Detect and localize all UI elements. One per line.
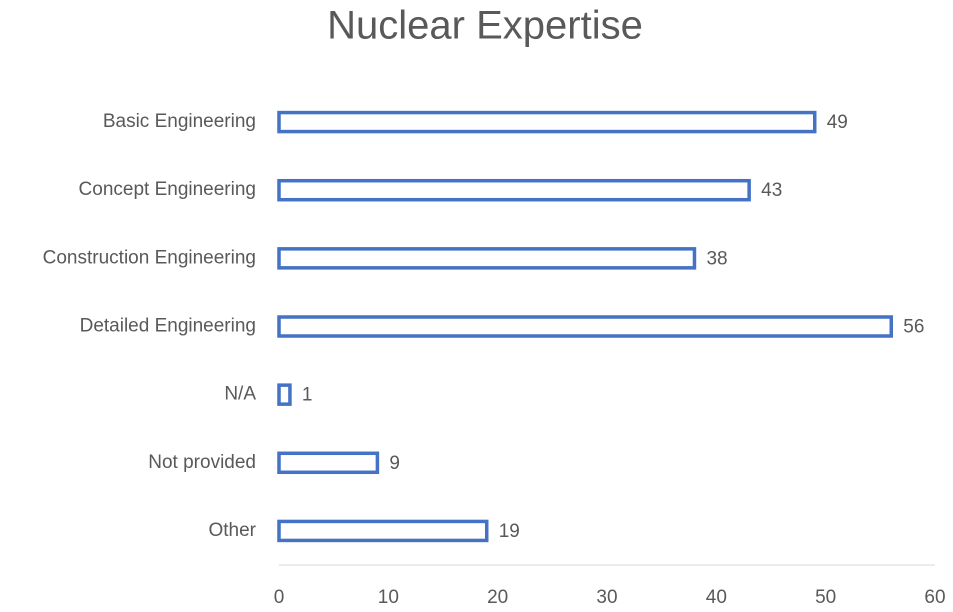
bar [277,519,489,543]
bar [277,247,697,270]
data-label: 1 [302,385,313,406]
y-tick-label: Concept Engineering [79,179,256,200]
x-tick-label: 0 [274,587,285,608]
data-label: 19 [499,521,520,542]
bar [277,383,292,406]
y-tick-label: N/A [224,384,256,405]
y-tick-label: Basic Engineering [103,111,256,132]
x-tick-label: 30 [596,587,617,608]
y-tick-label: Construction Engineering [43,247,256,268]
x-tick-label: 50 [815,587,836,608]
bar [277,110,817,134]
data-label: 38 [706,248,727,269]
y-tick-label: Not provided [148,452,256,473]
data-label: 9 [389,453,400,474]
x-tick-label: 20 [487,587,508,608]
x-tick-label: 40 [706,587,727,608]
bar [277,451,380,475]
bar [277,315,894,338]
chart-title: Nuclear Expertise [327,4,643,48]
data-label: 43 [761,180,782,201]
x-tick-label: 10 [378,587,399,608]
y-tick-label: Detailed Engineering [80,316,256,337]
y-tick-label: Other [208,520,256,541]
data-label: 49 [827,112,848,133]
x-tick-label: 60 [924,587,945,608]
data-label: 56 [903,317,924,338]
bar [277,178,751,202]
